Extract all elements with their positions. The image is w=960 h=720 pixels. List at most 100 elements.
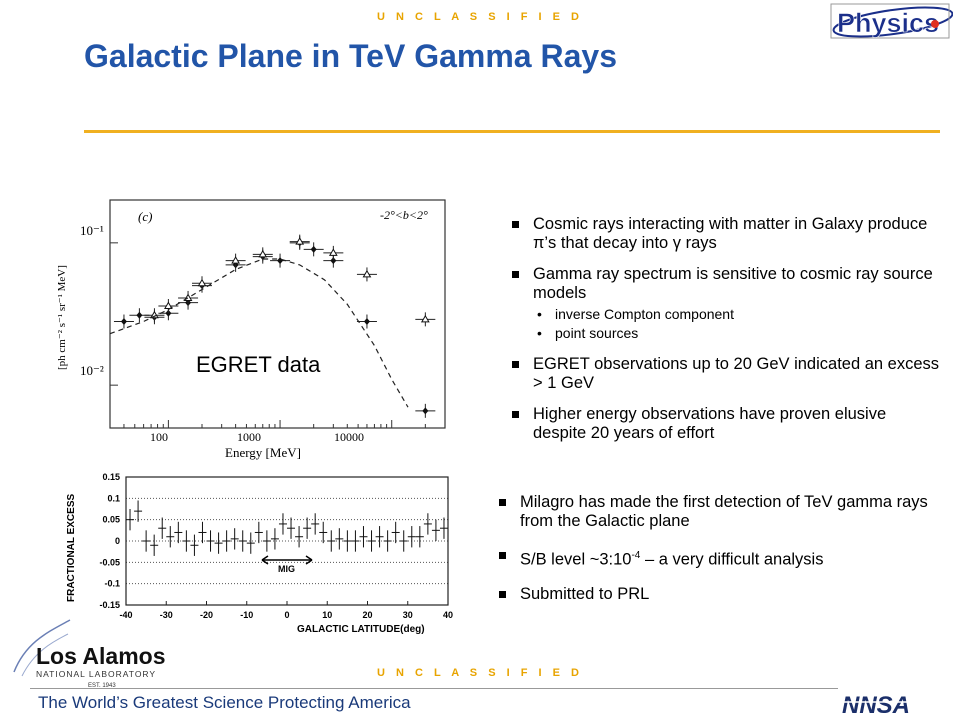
milagro-ytick-label: 0.1 xyxy=(107,493,120,503)
sub-bullet-list: inverse Compton component point sources xyxy=(533,305,939,343)
bullet-square-icon xyxy=(512,361,519,368)
milagro-y-axis-label: FRACTIONAL EXCESS xyxy=(66,494,77,602)
egret-model-curve xyxy=(109,258,409,408)
egret-point-triangle xyxy=(328,248,338,256)
nnsa-logo: NNSA xyxy=(838,692,938,718)
bullet-text: Submitted to PRL xyxy=(520,584,650,603)
milagro-plot-frame xyxy=(125,476,449,606)
egret-xtick-label: 100 xyxy=(150,430,168,444)
milagro-x-axis-label: GALACTIC LATITUDE(deg) xyxy=(297,624,425,635)
milagro-ytick-label: 0 xyxy=(115,536,120,546)
bullet-text-pre: S/B level ~3:10 xyxy=(520,550,632,569)
egret-point-triangle xyxy=(197,278,207,287)
bullet-item: S/B level ~3:10-4 – a very difficult ana… xyxy=(496,546,946,570)
milagro-xtick-label: -40 xyxy=(119,610,132,620)
egret-point-diamond xyxy=(310,245,317,253)
milagro-xtick-label: -10 xyxy=(240,610,253,620)
bullet-text: EGRET observations up to 20 GeV indicate… xyxy=(533,355,940,392)
egret-ytick-label: 10⁻² xyxy=(80,363,104,378)
milagro-latitude-chart: 0.15 0.1 0.05 0 -0.05 -0.1 -0.15 -40 -30 -20 -10 0… xyxy=(66,472,453,635)
milagro-data-marks xyxy=(126,500,448,556)
nnsa-logo-text: NNSA xyxy=(842,692,910,718)
bullet-item: Milagro has made the first detection of … xyxy=(496,493,946,531)
lab-subtitle: NATIONAL LABORATORY xyxy=(36,669,156,679)
milagro-xtick-label: 30 xyxy=(403,610,413,620)
classification-bottom: U N C L A S S I F I E D xyxy=(377,667,583,679)
egret-point-triangle xyxy=(362,269,372,278)
lab-name: Los Alamos xyxy=(36,643,166,669)
egret-point-triangle xyxy=(231,256,240,264)
page-title: Galactic Plane in TeV Gamma Rays xyxy=(84,38,617,74)
egret-data-marks xyxy=(109,234,436,418)
milagro-xtick-label: 0 xyxy=(284,610,289,620)
bullet-square-icon xyxy=(499,590,506,598)
milagro-ytick-label: 0.15 xyxy=(102,472,120,482)
bullet-text: Milagro has made the first detection of … xyxy=(520,493,928,530)
egret-point-triangle xyxy=(295,237,305,245)
egret-point-triangle xyxy=(164,301,173,309)
los-alamos-logo: Los Alamos NATIONAL LABORATORY EST. 1943 xyxy=(13,619,166,689)
sub-bullet-item: point sources xyxy=(533,324,939,343)
bullet-item: Cosmic rays interacting with matter in G… xyxy=(509,215,939,253)
bullet-square-icon xyxy=(499,552,506,559)
egret-spectrum-chart: (c) -2°<b<2° 10⁻¹ 10⁻² 100 1000 10000 En… xyxy=(56,199,446,460)
egret-plot-frame xyxy=(109,199,446,429)
egret-point-triangle xyxy=(420,314,430,323)
bullet-item: Submitted to PRL xyxy=(496,585,946,604)
egret-point-diamond xyxy=(422,407,429,415)
milagro-xtick-label: -20 xyxy=(200,610,213,620)
egret-point-diamond xyxy=(120,318,127,326)
title-underline xyxy=(84,130,940,133)
bullet-item: Higher energy observations have proven e… xyxy=(509,405,939,443)
lab-established: EST. 1943 xyxy=(88,683,116,689)
egret-point-diamond xyxy=(330,257,337,265)
egret-tick-marks xyxy=(109,242,426,428)
physics-logo-text: Physics xyxy=(837,8,939,38)
egret-data-label: EGRET data xyxy=(192,352,325,378)
physics-logo: Physics xyxy=(830,3,953,39)
bullet-text: Cosmic rays interacting with matter in G… xyxy=(533,215,928,252)
bullet-superscript: -4 xyxy=(631,550,641,561)
milagro-ytick-label: -0.1 xyxy=(104,579,120,589)
egret-x-axis-label: Energy [MeV] xyxy=(225,445,301,460)
milagro-ytick-labels: 0.15 0.1 0.05 0 -0.05 -0.1 -0.15 xyxy=(99,472,120,610)
bullet-square-icon xyxy=(512,221,519,228)
footer-rule xyxy=(30,688,838,689)
egret-point-diamond xyxy=(277,257,284,265)
egret-latitude-range: -2°<b<2° xyxy=(380,208,428,222)
egret-xtick-label: 1000 xyxy=(237,430,261,444)
tagline: The World’s Greatest Science Protecting … xyxy=(38,693,411,712)
egret-ytick-label: 10⁻¹ xyxy=(80,223,104,238)
bullet-item: EGRET observations up to 20 GeV indicate… xyxy=(509,355,939,393)
bullet-text: Higher energy observations have proven e… xyxy=(533,405,887,442)
bullet-square-icon xyxy=(512,271,519,278)
milagro-ytick-label: -0.15 xyxy=(99,600,120,610)
sub-bullet-item: inverse Compton component xyxy=(533,305,939,324)
bullet-square-icon xyxy=(512,411,519,418)
mig-annotation: MIG xyxy=(261,555,313,574)
egret-point-diamond xyxy=(136,311,143,319)
milagro-xtick-label: -30 xyxy=(160,610,173,620)
egret-point-diamond xyxy=(165,309,172,317)
bullet-square-icon xyxy=(499,499,506,506)
mig-label: MIG xyxy=(278,564,295,574)
milagro-gridlines xyxy=(125,476,449,606)
egret-panel-label: (c) xyxy=(138,209,152,224)
egret-point-triangle xyxy=(258,249,268,258)
milagro-xtick-label: 40 xyxy=(443,610,453,620)
milagro-xtick-label: 10 xyxy=(322,610,332,620)
bullet-item: Gamma ray spectrum is sensitive to cosmi… xyxy=(509,265,939,343)
milagro-xtick-labels: -40 -30 -20 -10 0 10 20 30 40 xyxy=(119,610,453,620)
egret-xtick-label: 10000 xyxy=(334,430,364,444)
egret-point-diamond xyxy=(363,318,370,326)
egret-point-triangle xyxy=(150,310,159,319)
classification-top: U N C L A S S I F I E D xyxy=(377,11,583,23)
milagro-ytick-label: 0.05 xyxy=(102,515,120,525)
upper-bullet-list: Cosmic rays interacting with matter in G… xyxy=(509,215,939,455)
milagro-xtick-label: 20 xyxy=(362,610,372,620)
milagro-ytick-label: -0.05 xyxy=(99,557,120,567)
lower-bullet-list: Milagro has made the first detection of … xyxy=(496,493,946,619)
bullet-text-post: – a very difficult analysis xyxy=(640,550,824,569)
bullet-text: Gamma ray spectrum is sensitive to cosmi… xyxy=(533,265,933,302)
egret-y-axis-label: [ph cm⁻² s⁻¹ sr⁻¹ MeV] xyxy=(56,265,68,370)
